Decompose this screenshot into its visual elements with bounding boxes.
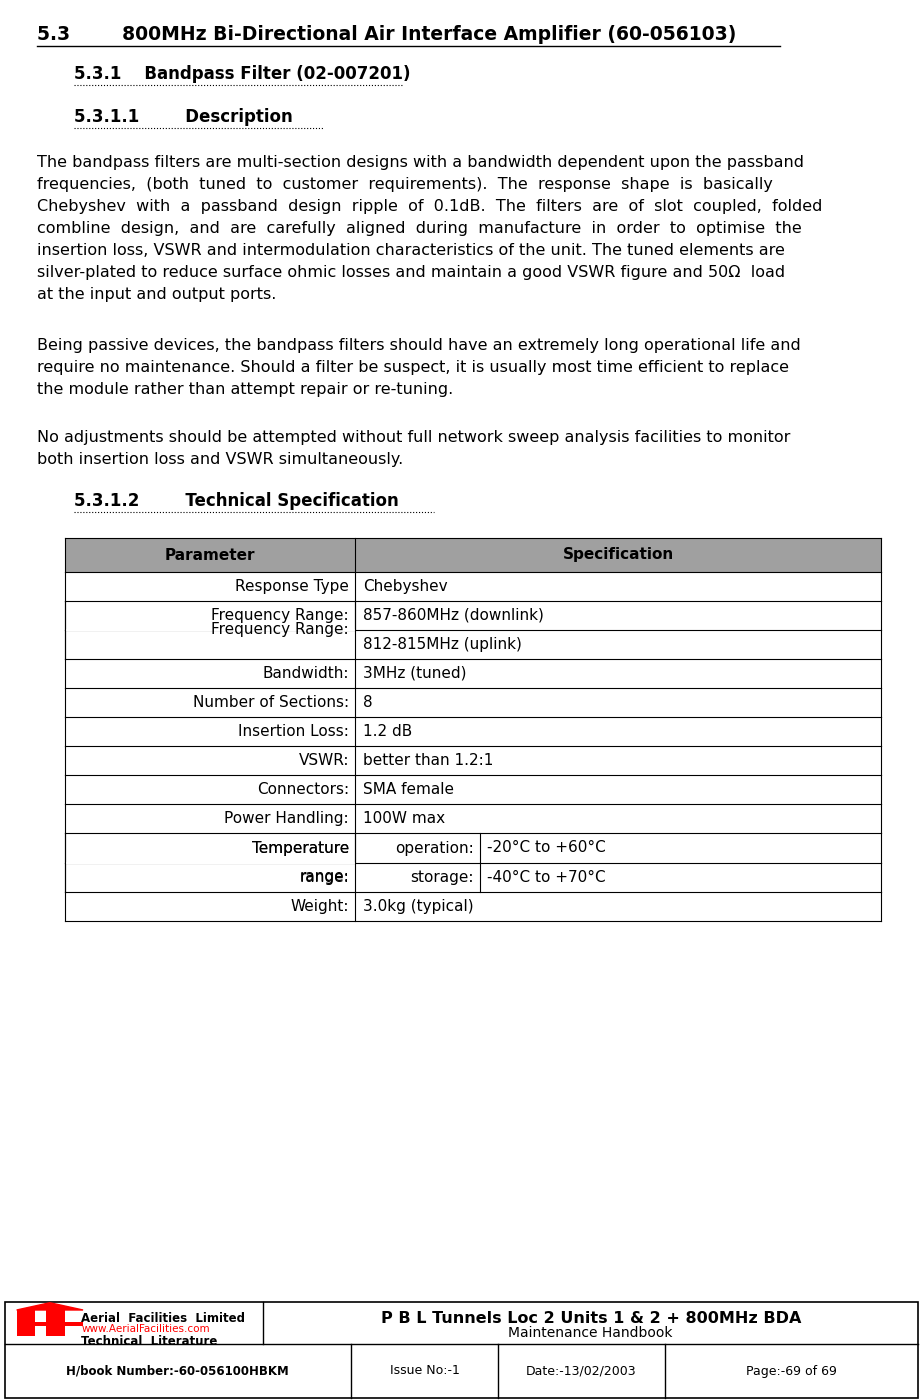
Text: Specification: Specification bbox=[563, 547, 674, 563]
Text: 3.0kg (typical): 3.0kg (typical) bbox=[363, 899, 473, 914]
Bar bbox=[5, 1302, 918, 1399]
Text: 5.3.1.1        Description: 5.3.1.1 Description bbox=[74, 108, 293, 126]
Text: Number of Sections:: Number of Sections: bbox=[193, 694, 349, 710]
Text: 3MHz (tuned): 3MHz (tuned) bbox=[363, 666, 466, 680]
Text: 812-815MHz (uplink): 812-815MHz (uplink) bbox=[363, 637, 521, 652]
Text: Date:-13/02/2003: Date:-13/02/2003 bbox=[526, 1365, 637, 1378]
Text: operation:: operation: bbox=[395, 840, 473, 855]
Text: Connectors:: Connectors: bbox=[257, 783, 349, 797]
Bar bbox=[46, 1310, 65, 1322]
Text: at the input and output ports.: at the input and output ports. bbox=[37, 287, 276, 302]
Text: better than 1.2:1: better than 1.2:1 bbox=[363, 753, 493, 769]
Text: Chebyshev: Chebyshev bbox=[363, 580, 448, 594]
Text: 8: 8 bbox=[363, 694, 372, 710]
Text: Maintenance Handbook: Maintenance Handbook bbox=[509, 1326, 673, 1340]
Text: Issue No:-1: Issue No:-1 bbox=[390, 1365, 460, 1378]
Text: Chebyshev  with  a  passband  design  ripple  of  0.1dB.  The  filters  are  of : Chebyshev with a passband design ripple … bbox=[37, 199, 822, 214]
Text: 5.3        800MHz Bi-Directional Air Interface Amplifier (60-056103): 5.3 800MHz Bi-Directional Air Interface … bbox=[37, 25, 737, 43]
Text: insertion loss, VSWR and intermodulation characteristics of the unit. The tuned : insertion loss, VSWR and intermodulation… bbox=[37, 244, 785, 258]
Text: 1.2 dB: 1.2 dB bbox=[363, 724, 412, 739]
Text: -20°C to +60°C: -20°C to +60°C bbox=[487, 840, 606, 855]
Text: range:: range: bbox=[299, 868, 349, 883]
Text: The bandpass filters are multi-section designs with a bandwidth dependent upon t: The bandpass filters are multi-section d… bbox=[37, 155, 804, 169]
Text: Bandwidth:: Bandwidth: bbox=[262, 666, 349, 680]
Text: both insertion loss and VSWR simultaneously.: both insertion loss and VSWR simultaneou… bbox=[37, 452, 403, 468]
Text: range:: range: bbox=[299, 869, 349, 885]
Text: 857-860MHz (downlink): 857-860MHz (downlink) bbox=[363, 608, 544, 623]
Text: No adjustments should be attempted without full network sweep analysis facilitie: No adjustments should be attempted witho… bbox=[37, 430, 790, 445]
Text: SMA female: SMA female bbox=[363, 783, 454, 797]
Bar bbox=[17, 1326, 35, 1336]
Text: Weight:: Weight: bbox=[291, 899, 349, 914]
Text: Power Handling:: Power Handling: bbox=[224, 811, 349, 826]
Text: combline  design,  and  are  carefully  aligned  during  manufacture  in  order : combline design, and are carefully align… bbox=[37, 221, 802, 237]
Text: Page:-69 of 69: Page:-69 of 69 bbox=[746, 1365, 837, 1378]
Text: silver-plated to reduce surface ohmic losses and maintain a good VSWR figure and: silver-plated to reduce surface ohmic lo… bbox=[37, 265, 785, 280]
Text: Temperature: Temperature bbox=[252, 841, 349, 857]
Text: www.AerialFacilities.com: www.AerialFacilities.com bbox=[81, 1324, 210, 1334]
Text: Insertion Loss:: Insertion Loss: bbox=[238, 724, 349, 739]
Text: Aerial  Facilities  Limited: Aerial Facilities Limited bbox=[81, 1312, 246, 1324]
Text: Parameter: Parameter bbox=[164, 547, 256, 563]
Text: storage:: storage: bbox=[410, 869, 473, 885]
Text: -40°C to +70°C: -40°C to +70°C bbox=[487, 869, 606, 885]
Text: Temperature: Temperature bbox=[252, 840, 349, 855]
Text: frequencies,  (both  tuned  to  customer  requirements).  The  response  shape  : frequencies, (both tuned to customer req… bbox=[37, 176, 773, 192]
Text: the module rather than attempt repair or re-tuning.: the module rather than attempt repair or… bbox=[37, 382, 453, 398]
Polygon shape bbox=[17, 1303, 83, 1310]
Bar bbox=[65, 538, 881, 573]
Text: 5.3.1.2        Technical Specification: 5.3.1.2 Technical Specification bbox=[74, 491, 399, 510]
Bar bbox=[46, 1326, 65, 1336]
Text: 5.3.1    Bandpass Filter (02-007201): 5.3.1 Bandpass Filter (02-007201) bbox=[74, 64, 411, 83]
Text: H/book Number:-60-056100HBKM: H/book Number:-60-056100HBKM bbox=[66, 1365, 289, 1378]
Text: Frequency Range:: Frequency Range: bbox=[211, 623, 349, 637]
Text: Technical  Literature: Technical Literature bbox=[81, 1336, 218, 1348]
Text: require no maintenance. Should a filter be suspect, it is usually most time effi: require no maintenance. Should a filter … bbox=[37, 360, 789, 375]
Text: VSWR:: VSWR: bbox=[298, 753, 349, 769]
Text: Being passive devices, the bandpass filters should have an extremely long operat: Being passive devices, the bandpass filt… bbox=[37, 337, 800, 353]
Text: 100W max: 100W max bbox=[363, 811, 445, 826]
Text: Frequency Range:: Frequency Range: bbox=[211, 608, 349, 623]
Bar bbox=[17, 1322, 83, 1326]
Bar bbox=[17, 1310, 35, 1322]
Text: Response Type: Response Type bbox=[235, 580, 349, 594]
Text: P B L Tunnels Loc 2 Units 1 & 2 + 800MHz BDA: P B L Tunnels Loc 2 Units 1 & 2 + 800MHz… bbox=[380, 1310, 801, 1326]
